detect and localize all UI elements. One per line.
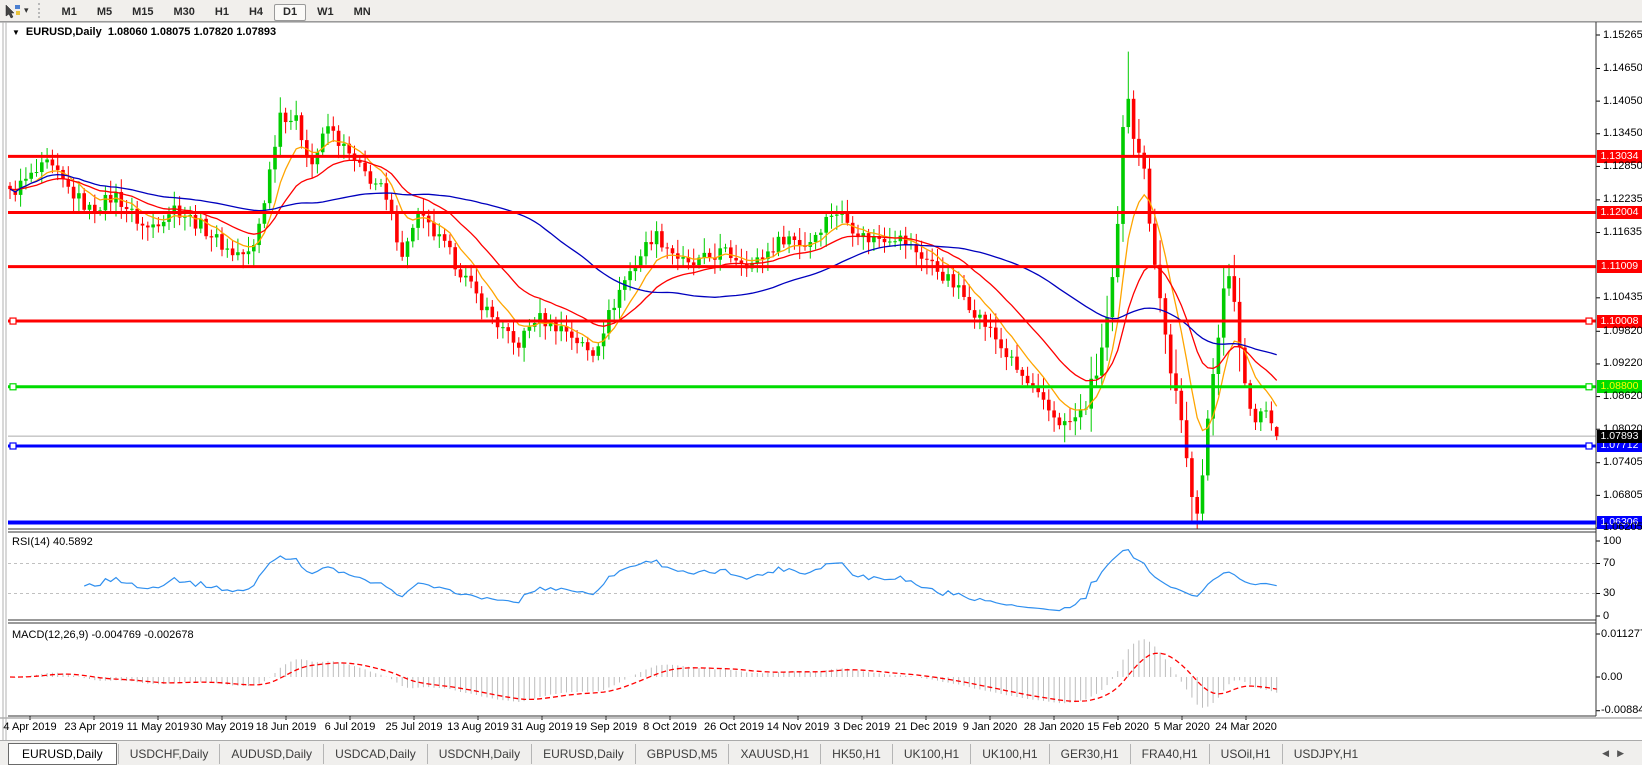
chart-header: ▼ EURUSD,Daily 1.08060 1.08075 1.07820 1.… [12, 26, 276, 38]
chart-tab-gbpusd-m5[interactable]: GBPUSD,M5 [634, 743, 729, 764]
chart-tab-uk100-h1[interactable]: UK100,H1 [970, 743, 1048, 764]
chart-tab-ger30-h1[interactable]: GER30,H1 [1048, 743, 1130, 764]
chart-tab-eurusd-daily[interactable]: EURUSD,Daily [531, 743, 635, 764]
timeframe-button-mn[interactable]: MN [353, 5, 371, 18]
chart-tab-xauusd-h1[interactable]: XAUUSD,H1 [728, 743, 820, 764]
toolbar-grip [37, 3, 44, 18]
timeframe-button-w1[interactable]: W1 [317, 5, 334, 18]
timeframe-buttons: M1 M5 M15 M30 H1 H4 D1 W1 MN [52, 2, 381, 21]
chart-tab-audusd-daily[interactable]: AUDUSD,Daily [219, 743, 323, 764]
timeframe-button-h1[interactable]: H1 [214, 5, 229, 18]
macd-label: MACD(12,26,9) -0.004769 -0.002678 [12, 629, 194, 641]
chart-tabbar: EURUSD,Daily USDCHF,Daily AUDUSD,Daily USDC… [0, 740, 1642, 765]
chart-tab-hk50-h1[interactable]: HK50,H1 [820, 743, 892, 764]
tab-scroll-left-icon: ◀ [1602, 748, 1618, 758]
timeframe-button-m15[interactable]: M15 [132, 5, 154, 18]
tab-scroll-right-icon: ▶ [1617, 748, 1632, 758]
chart-tab-eurusd-daily[interactable]: EURUSD,Daily [8, 742, 117, 765]
timeframe-button-m5[interactable]: M5 [96, 5, 113, 18]
chart-tab-usdchf-daily[interactable]: USDCHF,Daily [117, 743, 220, 764]
cursor-tool-icon[interactable] [4, 3, 22, 19]
timeframe-button-m1[interactable]: M1 [61, 5, 77, 18]
chart-tab-fra40-h1[interactable]: FRA40,H1 [1129, 743, 1209, 764]
chart-tab-uk100-h1[interactable]: UK100,H1 [891, 743, 970, 764]
chart-tab-usdcnh-daily[interactable]: USDCNH,Daily [426, 743, 531, 764]
chart-symbol-title: EURUSD,Daily [25, 26, 102, 38]
chart-tab-usdjpy-h1[interactable]: USDJPY,H1 [1281, 743, 1369, 764]
timeframe-toolbar: ▾ M1 M5 M15 M30 H1 H4 D1 W1 MN [0, 0, 1642, 22]
tab-scroll-arrows[interactable]: ◀▶ [1602, 748, 1632, 759]
chart-collapse-caret[interactable]: ▼ [12, 28, 20, 37]
timeframe-button-d1[interactable]: D1 [274, 3, 307, 21]
chart-ohlc-values: 1.08060 1.08075 1.07820 1.07893 [107, 26, 277, 38]
chart-tab-usoil-h1[interactable]: USOil,H1 [1208, 743, 1282, 764]
timeframe-button-h4[interactable]: H4 [248, 5, 264, 18]
chart-tabs: EURUSD,Daily USDCHF,Daily AUDUSD,Daily USDC… [8, 741, 1369, 765]
tool-dropdown-caret[interactable]: ▾ [24, 5, 29, 15]
timeframe-button-m30[interactable]: M30 [173, 5, 195, 18]
chart-tab-usdcad-daily[interactable]: USDCAD,Daily [323, 743, 427, 764]
rsi-label: RSI(14) 40.5892 [12, 536, 93, 548]
